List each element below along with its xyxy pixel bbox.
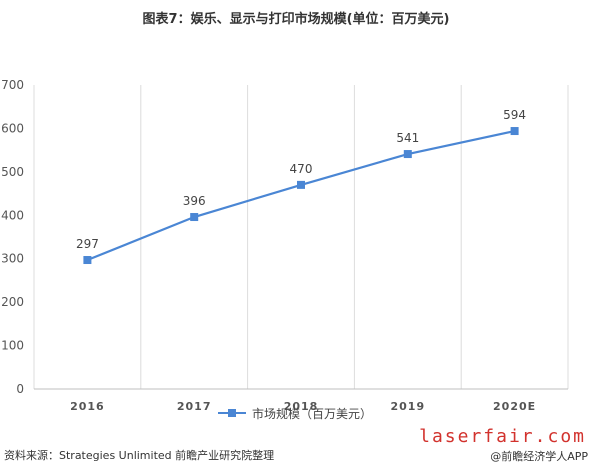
x-tick-label: 2019 bbox=[390, 400, 425, 413]
x-tick-label: 2016 bbox=[70, 400, 105, 413]
legend-label: 市场规模（百万美元） bbox=[252, 406, 373, 421]
data-label: 396 bbox=[183, 194, 206, 208]
x-tick-label: 2018 bbox=[284, 400, 319, 413]
data-label: 297 bbox=[76, 237, 99, 251]
y-tick-label: 500 bbox=[1, 165, 24, 179]
x-tick-label: 2017 bbox=[177, 400, 212, 413]
legend-line-marker-icon bbox=[218, 407, 246, 419]
data-label: 470 bbox=[290, 162, 313, 176]
brand-app-credit: @前瞻经济学人APP bbox=[490, 450, 588, 463]
data-label: 541 bbox=[396, 131, 419, 145]
data-point bbox=[190, 213, 199, 222]
data-point bbox=[297, 180, 305, 189]
data-label: 594 bbox=[503, 108, 526, 122]
data-point bbox=[83, 256, 92, 265]
data-point bbox=[403, 150, 412, 159]
source-note: 资料来源：Strategies Unlimited 前瞻产业研究院整理 bbox=[4, 449, 275, 462]
y-tick-label: 200 bbox=[1, 295, 24, 309]
x-tick-label: 2020E bbox=[493, 400, 536, 413]
y-tick-label: 0 bbox=[16, 382, 24, 396]
y-tick-label: 400 bbox=[1, 208, 24, 222]
legend: 市场规模（百万美元） bbox=[218, 405, 372, 421]
y-tick-label: 700 bbox=[1, 78, 24, 92]
brand-url: laserfair.com bbox=[419, 426, 586, 447]
y-tick-label: 600 bbox=[1, 121, 24, 135]
data-point bbox=[510, 127, 519, 136]
y-tick-label: 300 bbox=[1, 252, 24, 266]
series-line bbox=[86, 129, 515, 262]
y-tick-label: 100 bbox=[1, 339, 24, 353]
chart-title: 图表7：娱乐、显示与打印市场规模(单位：百万美元) bbox=[142, 12, 450, 27]
